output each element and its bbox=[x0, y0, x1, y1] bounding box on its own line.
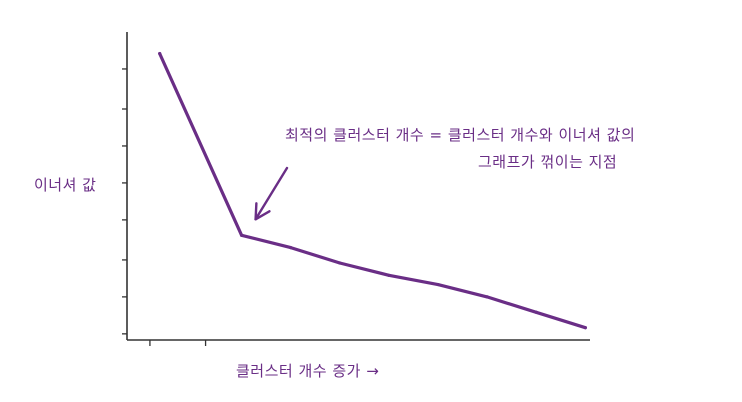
annotation-line-2: 그래프가 꺾이는 지점 bbox=[478, 153, 618, 171]
annotation-arrow bbox=[254, 166, 289, 221]
x-axis-label: 클러스터 개수 증가 → bbox=[236, 362, 380, 380]
data-point bbox=[338, 261, 342, 265]
annotation-line-1: 최적의 클러스터 개수 = 클러스터 개수와 이너셔 값의 bbox=[285, 126, 636, 144]
data-point bbox=[436, 282, 440, 287]
arrow-shaft bbox=[254, 166, 289, 221]
y-ticks bbox=[122, 68, 127, 335]
data-point bbox=[158, 51, 162, 56]
y-axis-label: 이너셔 값 bbox=[34, 176, 97, 194]
arrow-head bbox=[254, 202, 271, 221]
inertia-series-line bbox=[158, 51, 588, 330]
data-point bbox=[289, 246, 293, 250]
data-point bbox=[583, 326, 587, 330]
data-point bbox=[239, 233, 244, 237]
x-ticks bbox=[149, 340, 207, 346]
data-point bbox=[485, 295, 489, 299]
data-point bbox=[534, 310, 538, 314]
data-point bbox=[387, 273, 391, 277]
series-group bbox=[158, 51, 588, 330]
